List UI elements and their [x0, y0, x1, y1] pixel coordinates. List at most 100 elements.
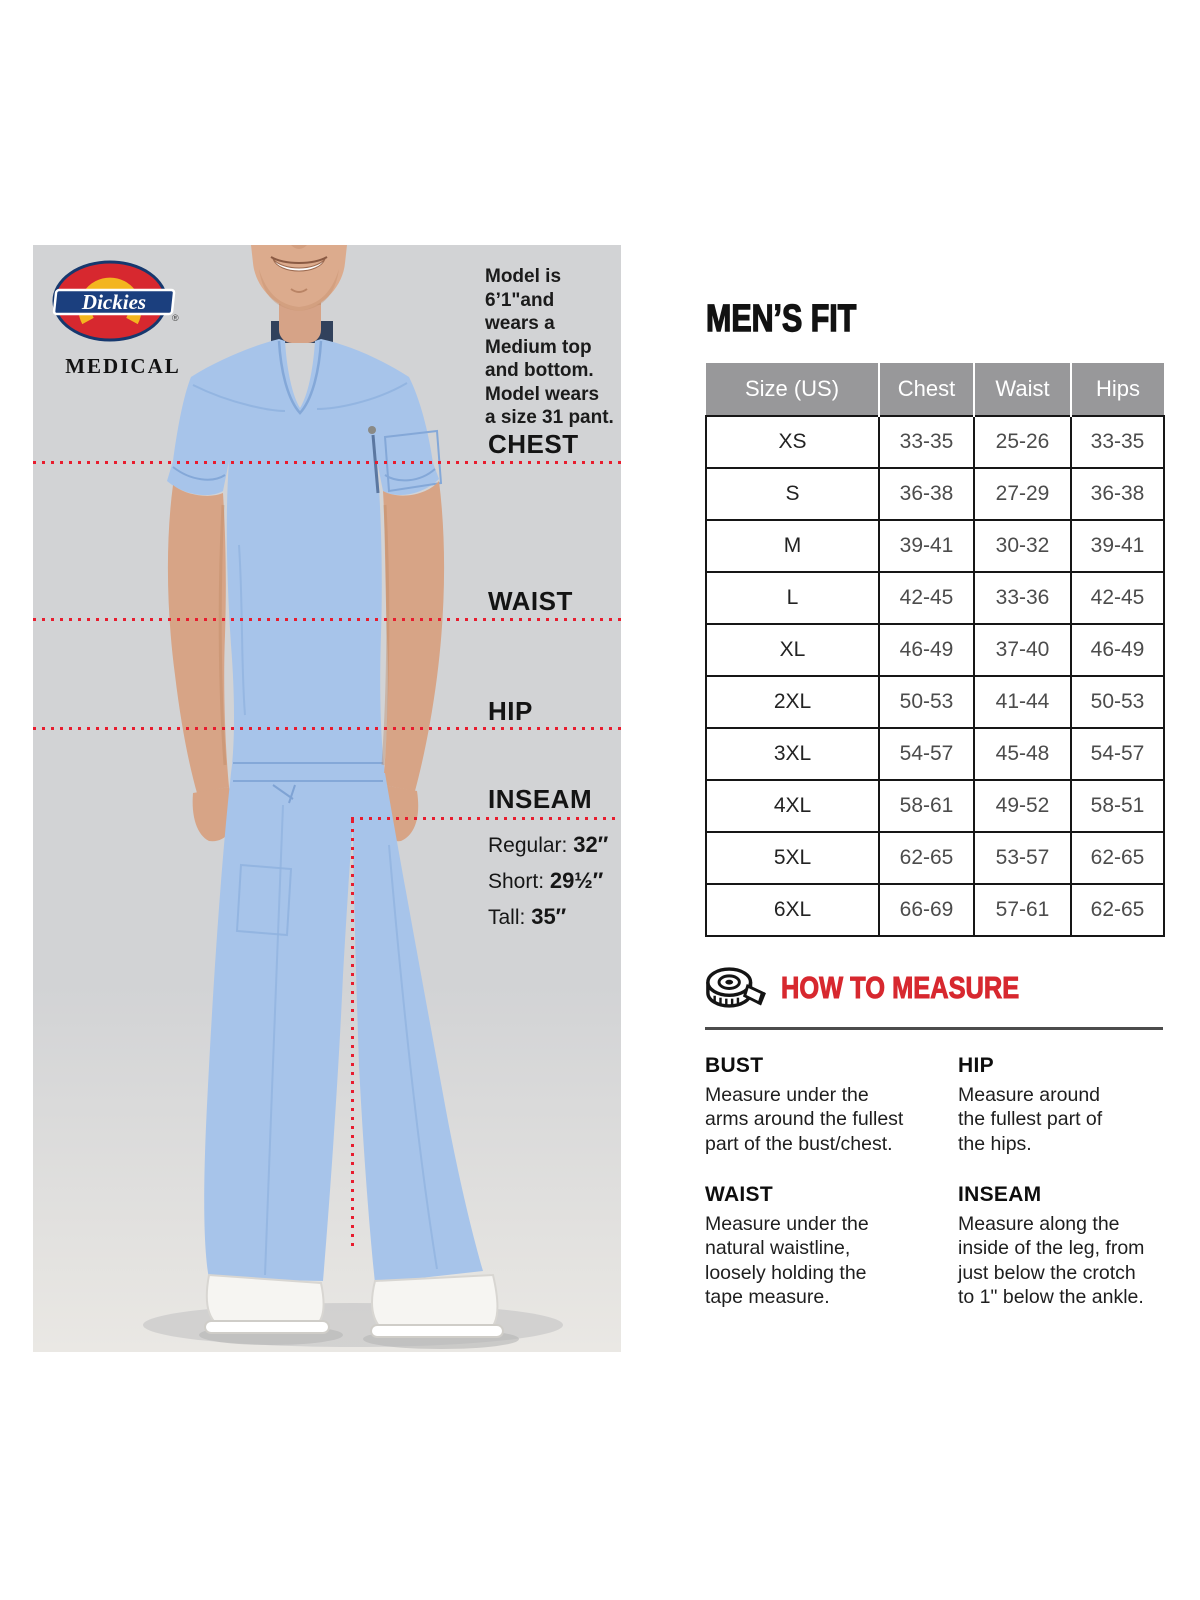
dickies-logo-icon: Dickies ® — [52, 260, 179, 342]
chest-label: CHEST — [488, 429, 579, 459]
text-line: to 1" below the ankle. — [958, 1286, 1144, 1308]
divider-rule — [705, 1027, 1163, 1030]
measure-section-title: BUST — [705, 1054, 764, 1077]
measure-section-title: INSEAM — [958, 1183, 1042, 1206]
text-line: the hips. — [958, 1132, 1032, 1155]
text-line: Measure under the — [705, 1083, 869, 1106]
inseam-option-label: Regular: — [488, 834, 568, 857]
table-row: M 39-41 30-32 39-41 — [705, 519, 1165, 573]
measure-column-left: BUST Measure under the arms around the fu… — [705, 1054, 950, 1337]
text-line: tape measure. — [705, 1286, 830, 1308]
inseam-options: Regular: 32″ Short: 29½″ Tall: 35″ — [488, 827, 608, 935]
inseam-option-value: 35″ — [531, 904, 567, 929]
text-line: loosely holding the — [705, 1261, 867, 1284]
text-line: Measure along the — [958, 1212, 1120, 1235]
measure-section-text: Measure under the natural waistline, loose… — [705, 1212, 950, 1310]
text-line: Measure under the — [705, 1212, 869, 1235]
waist-cell: 25-26 — [973, 415, 1072, 469]
header-row: Size (US) Chest Waist Hips — [706, 363, 1164, 416]
text-line: Medium top — [485, 336, 592, 358]
size-cell: 3XL — [705, 727, 880, 781]
chest-cell: 54-57 — [878, 727, 975, 781]
table-row: 3XL 54-57 45-48 54-57 — [705, 727, 1165, 781]
measure-section-title: HIP — [958, 1054, 994, 1077]
column-header-chest: Chest — [878, 363, 974, 416]
size-cell: XL — [705, 623, 880, 677]
model-figure — [167, 245, 519, 1349]
hips-cell: 46-49 — [1070, 623, 1165, 677]
inseam-label: INSEAM — [488, 784, 593, 814]
column-header-size: Size (US) — [706, 363, 879, 416]
size-cell: S — [705, 467, 880, 521]
chest-cell: 46-49 — [878, 623, 975, 677]
page-title: MEN’S FIT — [705, 297, 857, 340]
text-line: part of the bust/chest. — [705, 1132, 893, 1155]
tape-measure-icon — [706, 967, 766, 1008]
text-line: inside of the leg, from — [958, 1237, 1145, 1259]
text-line: just below the crotch — [958, 1261, 1136, 1284]
size-cell: 5XL — [705, 831, 880, 885]
text-line: a size 31 pant. — [485, 407, 614, 428]
measure-column-right: HIP Measure around the fullest part of the… — [958, 1054, 1173, 1337]
table-row: 2XL 50-53 41-44 50-53 — [705, 675, 1165, 729]
hips-cell: 39-41 — [1070, 519, 1165, 573]
waist-cell: 37-40 — [973, 623, 1072, 677]
hips-cell: 54-57 — [1070, 727, 1165, 781]
table-row: 6XL 66-69 57-61 62-65 — [705, 883, 1165, 937]
how-to-measure-title: HOW TO MEASURE — [781, 970, 1020, 1006]
inseam-option-short: Short: 29½″ — [488, 863, 608, 899]
size-cell: XS — [705, 415, 880, 469]
inseam-option-value: 29½″ — [549, 868, 604, 893]
brand-division-label: MEDICAL — [65, 354, 181, 378]
measure-section-text: Measure around the fullest part of the hip… — [958, 1083, 1173, 1157]
waist-cell: 33-36 — [973, 571, 1072, 625]
chest-dotted-line — [33, 461, 621, 464]
brand-name-text: Dickies — [81, 290, 146, 314]
text-line: Measure around — [958, 1083, 1101, 1106]
size-table-body: XS 33-35 25-26 33-35 S 36-38 27-29 36-38 M 39-41 3… — [705, 415, 1165, 937]
hips-cell: 62-65 — [1070, 883, 1165, 937]
waist-cell: 30-32 — [973, 519, 1072, 573]
chest-cell: 39-41 — [878, 519, 975, 573]
column-header-hips: Hips — [1070, 363, 1164, 416]
measure-section-waist: WAIST Measure under the natural waistline… — [705, 1183, 950, 1310]
waist-cell: 57-61 — [973, 883, 1072, 937]
text-line: and bottom. — [485, 360, 594, 381]
measure-section-text: Measure along the inside of the leg, from… — [958, 1212, 1173, 1310]
text-line: arms around the fullest — [705, 1108, 904, 1130]
inseam-option-label: Short: — [488, 870, 545, 893]
table-row: S 36-38 27-29 36-38 — [705, 467, 1165, 521]
measure-section-bust: BUST Measure under the arms around the fu… — [705, 1054, 950, 1156]
text-line: the fullest part of — [958, 1108, 1103, 1130]
text-line: natural waistline, — [705, 1237, 851, 1259]
size-cell: 6XL — [705, 883, 880, 937]
hips-cell: 33-35 — [1070, 415, 1165, 469]
model-note: Model is 6’1"and wears a Medium top and bott… — [485, 265, 625, 430]
inseam-option-value: 32″ — [573, 832, 609, 857]
measure-section-text: Measure under the arms around the fullest… — [705, 1083, 950, 1157]
inseam-option-regular: Regular: 32″ — [488, 827, 608, 863]
waist-dotted-line — [33, 618, 621, 621]
table-row: 4XL 58-61 49-52 58-51 — [705, 779, 1165, 833]
column-header-waist: Waist — [973, 363, 1071, 416]
chest-cell: 33-35 — [878, 415, 975, 469]
chest-cell: 36-38 — [878, 467, 975, 521]
model-illustration — [33, 245, 621, 1352]
waist-cell: 49-52 — [973, 779, 1072, 833]
size-table-header: Size (US) Chest Waist Hips — [706, 363, 1164, 416]
chest-cell: 58-61 — [878, 779, 975, 833]
inseam-option-label: Tall: — [488, 906, 526, 929]
chest-cell: 42-45 — [878, 571, 975, 625]
waist-label: WAIST — [488, 586, 573, 616]
chest-cell: 66-69 — [878, 883, 975, 937]
hips-cell: 62-65 — [1070, 831, 1165, 885]
waist-cell: 27-29 — [973, 467, 1072, 521]
inseam-vertical-dotted-line — [351, 820, 354, 1250]
hip-dotted-line — [33, 727, 621, 730]
hips-cell: 42-45 — [1070, 571, 1165, 625]
hip-label: HIP — [488, 696, 533, 726]
hips-cell: 50-53 — [1070, 675, 1165, 729]
table-row: L 42-45 33-36 42-45 — [705, 571, 1165, 625]
chest-cell: 62-65 — [878, 831, 975, 885]
